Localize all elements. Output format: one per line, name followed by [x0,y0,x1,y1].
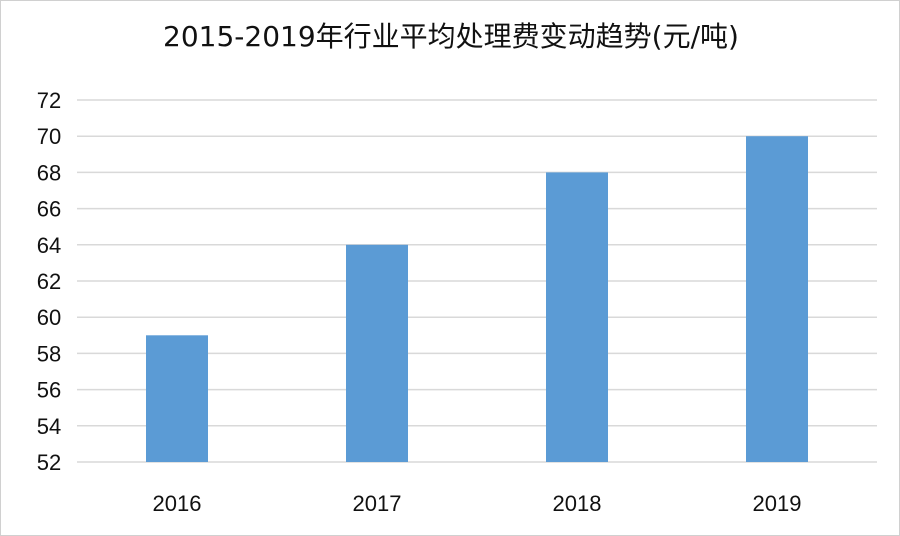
bar-2018 [546,172,608,462]
x-tick-label: 2018 [553,491,602,516]
y-tick-label: 70 [37,124,61,149]
y-tick-label: 66 [37,197,61,222]
x-tick-label: 2017 [353,491,402,516]
y-tick-label: 62 [37,269,61,294]
y-tick-label: 52 [37,450,61,475]
bar-2016 [146,335,208,462]
y-tick-label: 56 [37,378,61,403]
x-tick-label: 2016 [153,491,202,516]
y-tick-label: 54 [37,414,61,439]
bar-2017 [346,244,408,462]
y-tick-label: 68 [37,160,61,185]
x-tick-label: 2019 [753,491,802,516]
chart-title: 2015-2019年行业平均处理费变动趋势(元/吨) [163,20,739,53]
bar-2019 [746,136,808,462]
y-tick-label: 58 [37,341,61,366]
y-tick-label: 60 [37,305,61,330]
y-tick-label: 72 [37,88,61,113]
y-tick-label: 64 [37,233,61,258]
